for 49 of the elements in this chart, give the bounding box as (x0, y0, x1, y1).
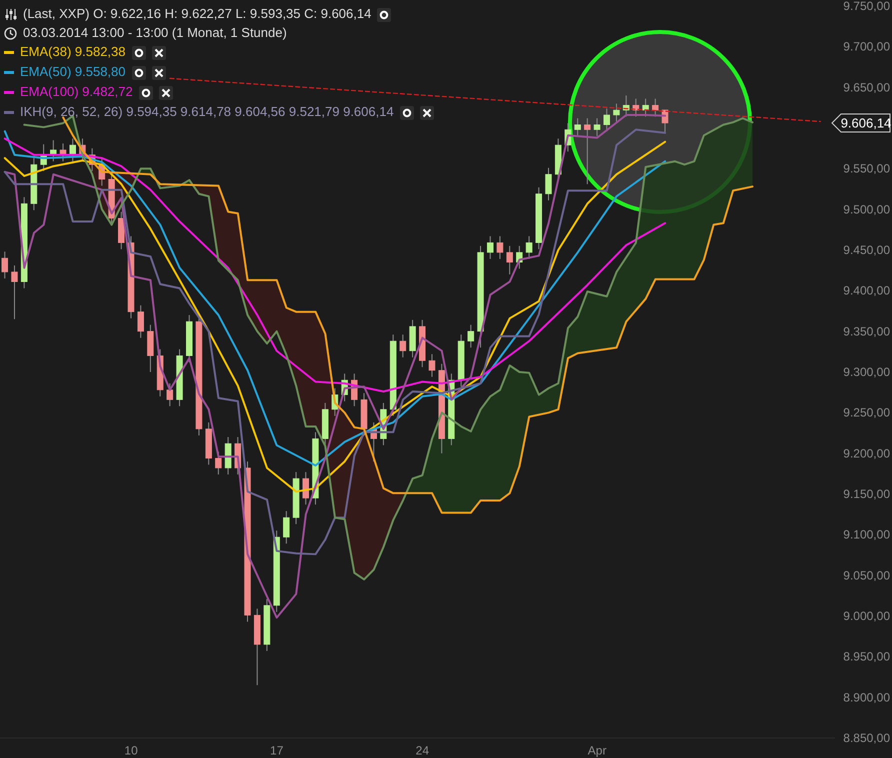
y-tick-label: 8.900,00 (843, 690, 890, 704)
x-tick-label: 24 (416, 744, 430, 758)
y-tick-label: 9.350,00 (843, 324, 890, 338)
legend-label: EMA(100) 9.482,72 (20, 84, 133, 99)
candlestick (486, 236, 494, 260)
candlestick (584, 118, 591, 185)
candlestick (283, 510, 290, 544)
candlestick (428, 354, 436, 378)
y-tick-label: 9.400,00 (843, 284, 890, 298)
y-tick-label: 9.100,00 (843, 528, 890, 542)
y-tick-label: 8.950,00 (843, 650, 890, 664)
legend-label: EMA(50) 9.558,80 (20, 64, 126, 79)
x-tick-label: Apr (588, 744, 606, 758)
candlestick (574, 118, 581, 137)
x-tick-label: 17 (270, 744, 284, 758)
candlestick (506, 245, 513, 275)
candlestick (652, 98, 659, 118)
x-tick-label: 10 (124, 744, 138, 758)
y-tick-label: 9.750,00 (843, 0, 890, 13)
y-tick-label: 9.050,00 (843, 568, 890, 582)
candlestick (496, 236, 504, 260)
annotation: IKH(9, 26, 52, 26) 9.594,35 9.614,78 9.604,56 9.521,79 9.606,14 (20, 104, 394, 119)
y-tick-label: 9.150,00 (843, 487, 890, 501)
y-tick-label: 9.200,00 (843, 446, 890, 460)
line-series (4, 128, 666, 556)
candlestick (468, 324, 474, 348)
y-tick-label: 9.700,00 (843, 40, 890, 54)
candlestick (11, 264, 18, 320)
y-tick-label: 9.450,00 (843, 243, 890, 257)
text: 03.03.2014 13:00 - 13:00 (1 Monat, 1 Stunde) (23, 25, 287, 40)
candlestick (400, 334, 406, 358)
candlestick (642, 98, 649, 118)
y-tick-label: 9.250,00 (843, 406, 890, 420)
candlestick (545, 167, 552, 201)
candlestick (594, 118, 600, 137)
candlestick (137, 304, 144, 338)
y-tick-label: 9.550,00 (843, 162, 890, 176)
candlestick (302, 472, 310, 506)
candlestick (604, 108, 610, 132)
legend-label: EMA(38) 9.582,38 (20, 44, 126, 59)
candlestick (526, 236, 532, 260)
candlestick (613, 103, 620, 122)
y-tick-label: 9.000,00 (843, 609, 890, 623)
y-tick-label: 9.650,00 (843, 80, 890, 94)
y-tick-label: 8.850,00 (843, 731, 890, 745)
chart-title: (Last, XXP) O: 9.622,16 H: 9.622,27 L: 9.593,35 C: 9.606,14 (23, 6, 372, 21)
y-tick-label: 9.500,00 (843, 202, 890, 216)
y-tick-label: 9.300,00 (843, 365, 890, 379)
candlestick (2, 251, 8, 279)
